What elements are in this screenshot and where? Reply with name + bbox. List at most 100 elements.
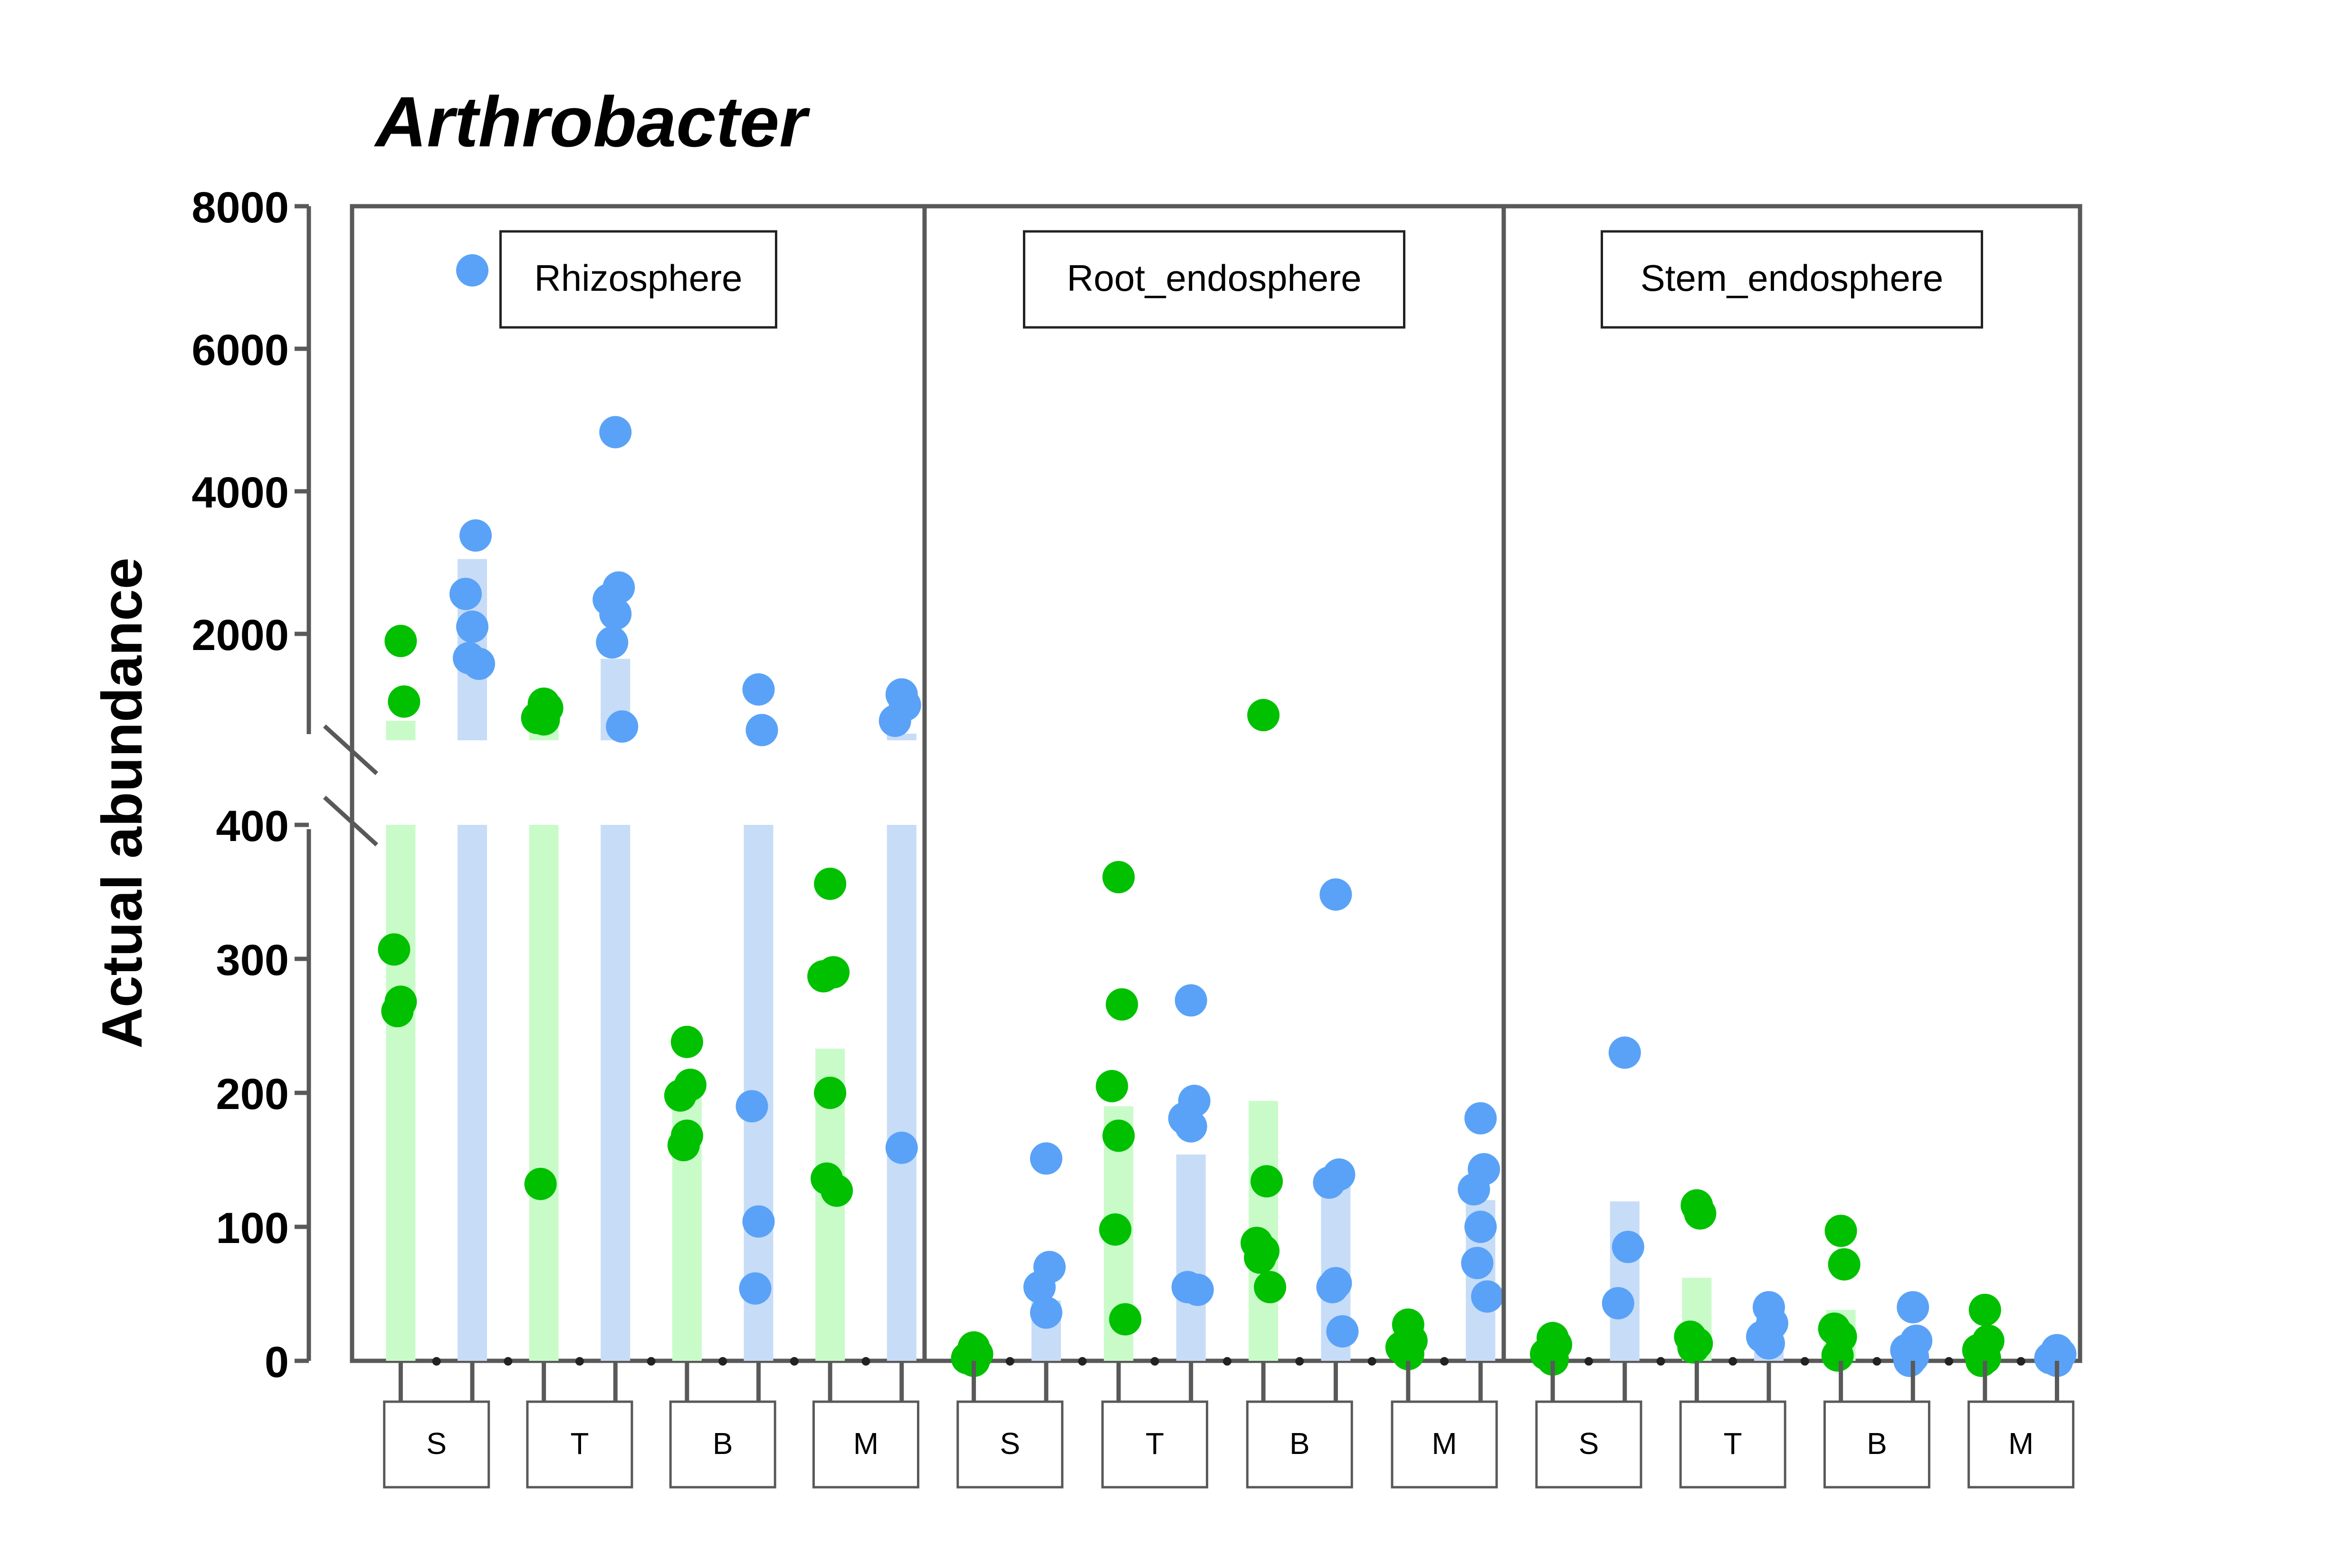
baseline-dot <box>861 1357 870 1366</box>
panel-label-box <box>499 230 777 329</box>
green-point <box>1106 988 1138 1021</box>
blue-point <box>449 578 482 610</box>
blue-point <box>742 1205 775 1238</box>
blue-point <box>1030 1142 1062 1175</box>
green-point <box>814 868 847 900</box>
x-tick-label: S <box>1000 1426 1020 1461</box>
baseline-dot <box>790 1357 799 1366</box>
green-point <box>1250 1165 1283 1198</box>
panel-root-endosphere: Root_endosphere S T B M <box>922 204 1506 1489</box>
baseline-dot <box>1295 1357 1304 1366</box>
green-point <box>378 933 410 966</box>
blue-point <box>1752 1327 1785 1360</box>
green-point <box>807 960 840 993</box>
bar-break-gap <box>743 740 774 825</box>
bar-break-gap <box>457 740 488 825</box>
green-bar <box>386 721 416 1361</box>
bar-break-gap <box>600 740 631 825</box>
category-box <box>1391 1400 1498 1489</box>
chart-title: Arthrobacter <box>373 82 811 162</box>
green-point <box>381 994 414 1027</box>
panel-label-box <box>1023 230 1405 329</box>
blue-point <box>1174 1110 1207 1143</box>
blue-point <box>1893 1345 1926 1377</box>
blue-point <box>1319 878 1352 911</box>
blue-point <box>1316 1271 1349 1303</box>
y-tick-label: 4000 <box>191 468 289 517</box>
green-point <box>1684 1197 1717 1230</box>
x-tick-label: B <box>713 1426 733 1461</box>
category-box <box>956 1400 1064 1489</box>
green-point <box>821 1174 853 1207</box>
green-point <box>384 625 417 657</box>
blue-point <box>739 1272 772 1305</box>
baseline-dot <box>504 1357 513 1366</box>
panel-frame <box>922 204 1506 1363</box>
green-point <box>527 703 560 736</box>
green-point <box>664 1079 697 1112</box>
blue-point <box>1458 1173 1490 1206</box>
baseline-dot <box>1005 1357 1014 1366</box>
plot-area: 0 100 200 300 400 2000 4000 6000 8000 Rhizosphere… <box>191 183 2082 1489</box>
blue-bar <box>458 559 487 1361</box>
y-tick-label: 2000 <box>191 611 289 660</box>
green-point <box>1824 1214 1857 1247</box>
green-point <box>1821 1339 1854 1372</box>
blue-point <box>606 710 639 743</box>
baseline-dot <box>1367 1357 1376 1366</box>
x-tick-label: T <box>570 1426 589 1461</box>
green-point <box>1099 1213 1132 1246</box>
green-point <box>667 1128 700 1161</box>
blue-point <box>1464 1211 1497 1243</box>
x-tick-label: M <box>1432 1426 1457 1461</box>
green-point <box>1968 1293 2001 1326</box>
baseline-dot <box>1584 1357 1593 1366</box>
panel-stem-endosphere: Stem_endosphere S T B M <box>1501 204 2082 1489</box>
y-tick-label: 200 <box>216 1070 289 1119</box>
panel-label: Root_endosphere <box>1023 230 1405 329</box>
blue-point <box>1464 1102 1497 1135</box>
y-tick-label: 6000 <box>191 326 289 374</box>
green-point <box>388 685 420 718</box>
baseline-dot <box>718 1357 727 1366</box>
blue-point <box>599 416 632 449</box>
category-box <box>526 1400 633 1489</box>
baseline-dot <box>1222 1357 1231 1366</box>
panel-label: Stem_endosphere <box>1601 230 1983 329</box>
blue-bar <box>1610 1201 1640 1361</box>
green-point <box>1109 1303 1142 1336</box>
blue-point <box>463 648 496 680</box>
category-box <box>1823 1400 1930 1489</box>
panel-label-box <box>1601 230 1983 329</box>
blue-point <box>599 598 632 630</box>
blue-point <box>456 254 489 287</box>
category-box <box>1679 1400 1786 1489</box>
blue-point <box>1313 1166 1346 1199</box>
green-point <box>1102 860 1135 893</box>
green-point <box>670 1025 703 1058</box>
baseline-dot <box>575 1357 584 1366</box>
y-tick-label: 8000 <box>191 183 289 232</box>
x-tick-label: T <box>1145 1426 1164 1461</box>
baseline-dot <box>1078 1357 1087 1366</box>
baseline-dot <box>1800 1357 1809 1366</box>
green-point <box>1096 1070 1128 1102</box>
x-tick-label: B <box>1289 1426 1310 1461</box>
x-tick-label: M <box>853 1426 878 1461</box>
blue-point <box>735 1090 768 1123</box>
blue-point <box>1326 1315 1359 1348</box>
category-box <box>1101 1400 1209 1489</box>
category-box <box>383 1400 490 1489</box>
green-point <box>814 1077 847 1109</box>
panel-frame <box>1501 204 2082 1363</box>
baseline-dot <box>1440 1357 1449 1366</box>
panel-label-text: Rhizosphere <box>535 257 743 299</box>
blue-point <box>459 519 492 552</box>
blue-point <box>1461 1247 1494 1280</box>
category-box <box>1967 1400 2075 1489</box>
green-point <box>524 1167 557 1200</box>
y-tick-label: 300 <box>216 936 289 985</box>
y-tick-label: 400 <box>216 802 289 851</box>
blue-point <box>1181 1273 1214 1306</box>
